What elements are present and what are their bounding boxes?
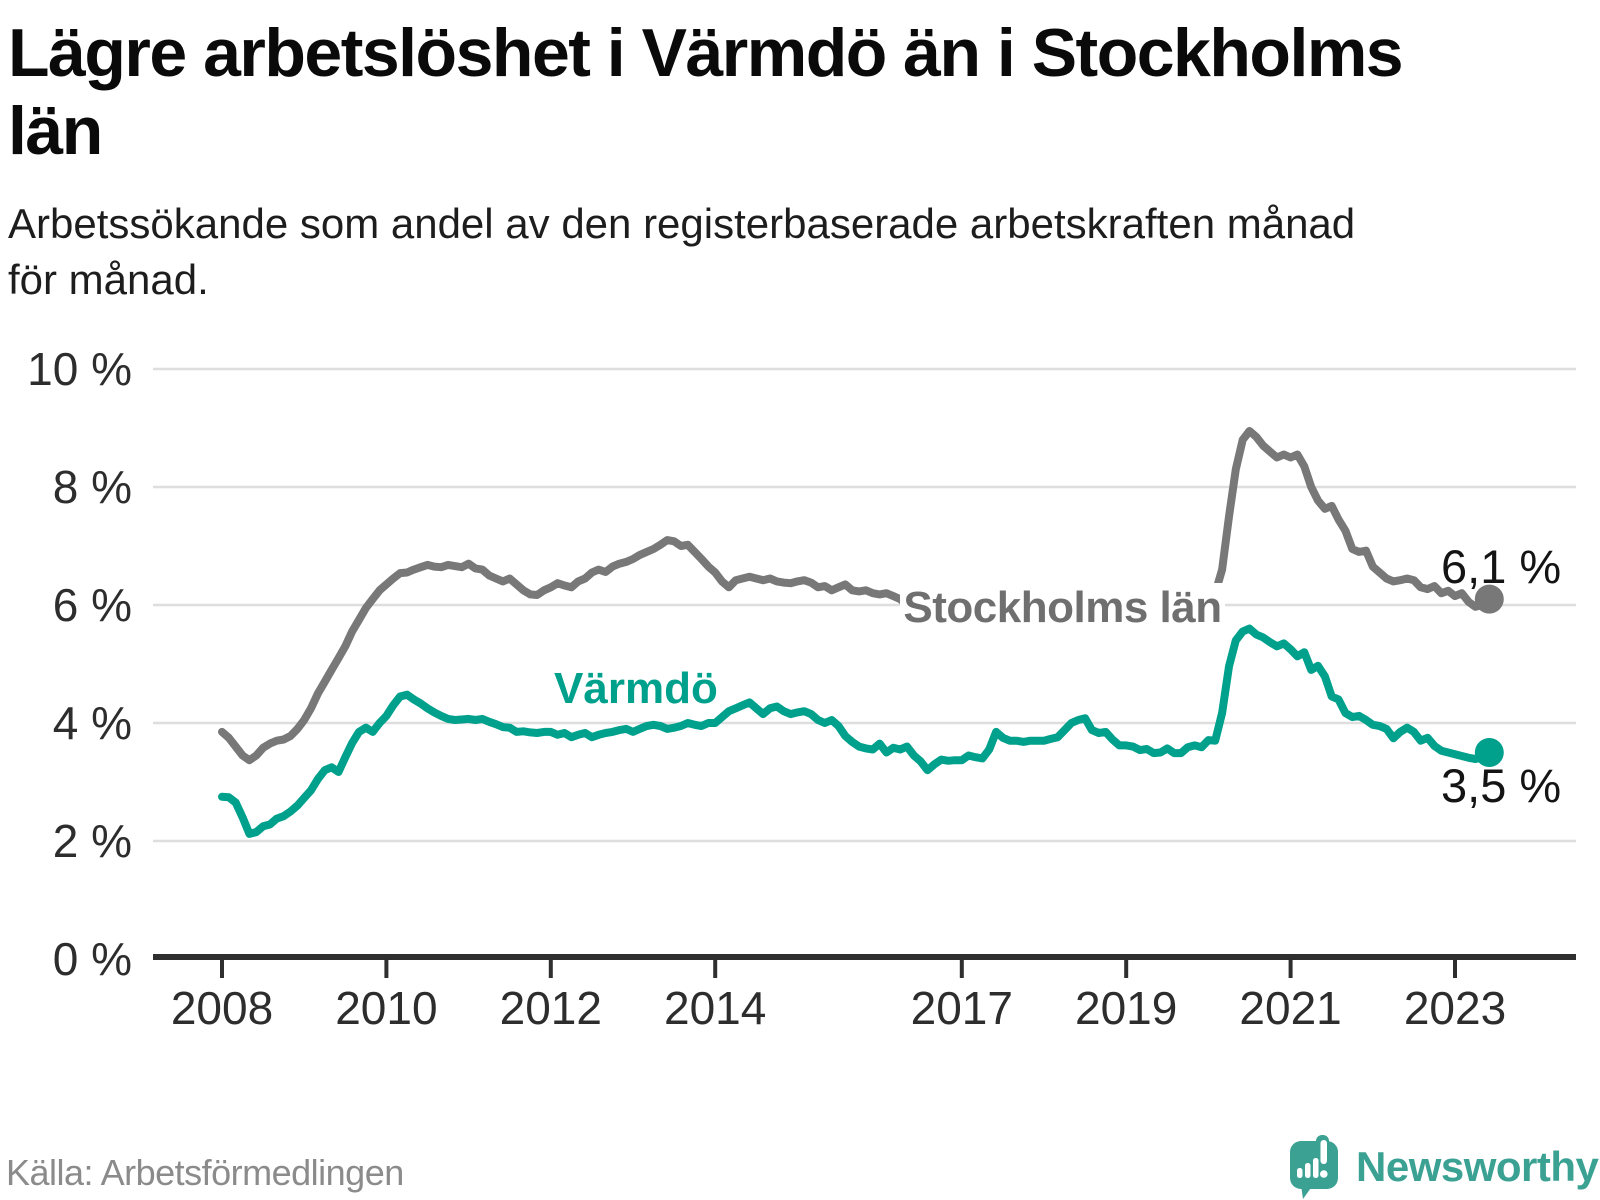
x-tick-label: 2021 xyxy=(1239,982,1342,1034)
source-note: Källa: Arbetsförmedlingen xyxy=(6,1152,404,1193)
y-tick-label: 4 % xyxy=(52,697,132,749)
y-tick-label: 10 % xyxy=(27,343,132,395)
brand-name: Newsworthy xyxy=(1356,1143,1599,1190)
x-tick-label: 2008 xyxy=(170,982,274,1034)
page-title: Lägre arbetslöshet i Värmdö än i Stockho… xyxy=(8,14,1568,170)
x-tick-label: 2010 xyxy=(335,982,438,1034)
end-value-label-stockholms-lan: 6,1 % xyxy=(1441,540,1562,593)
series-label-varmdo: Värmdö xyxy=(554,664,718,713)
subtitle-line-1: Arbetssökande som andel av den registerb… xyxy=(8,200,1356,247)
x-tick-label: 2012 xyxy=(499,982,602,1034)
series-end-dot-stockholms-lan xyxy=(1474,584,1504,614)
newsworthy-brand: Newsworthy xyxy=(1288,1134,1599,1200)
speech-bubble-bar-chart-icon xyxy=(1290,1135,1338,1199)
end-value-label-varmdo: 3,5 % xyxy=(1441,759,1562,812)
x-tick-label: 2019 xyxy=(1075,982,1178,1034)
y-tick-label: 0 % xyxy=(52,933,132,985)
series-label-stockholms-lan: Stockholms län xyxy=(900,583,1225,632)
subtitle-line-2: för månad. xyxy=(8,256,209,303)
y-tick-label: 8 % xyxy=(52,461,132,513)
y-tick-label: 2 % xyxy=(52,815,132,867)
series-line-stockholms-lan xyxy=(218,427,1494,765)
series-line-varmdo xyxy=(218,624,1494,838)
series-end-dot-varmdo xyxy=(1474,738,1504,767)
x-tick-label: 2023 xyxy=(1403,982,1507,1034)
y-tick-label: 6 % xyxy=(52,579,132,631)
chart-subtitle: Arbetssökande som andel av den registerb… xyxy=(8,196,1568,308)
x-tick-label: 2014 xyxy=(664,982,767,1034)
title-line-2: län xyxy=(8,93,103,169)
x-tick-label: 2017 xyxy=(910,982,1013,1034)
title-line-1: Lägre arbetslöshet i Värmdö än i Stockho… xyxy=(8,15,1404,91)
